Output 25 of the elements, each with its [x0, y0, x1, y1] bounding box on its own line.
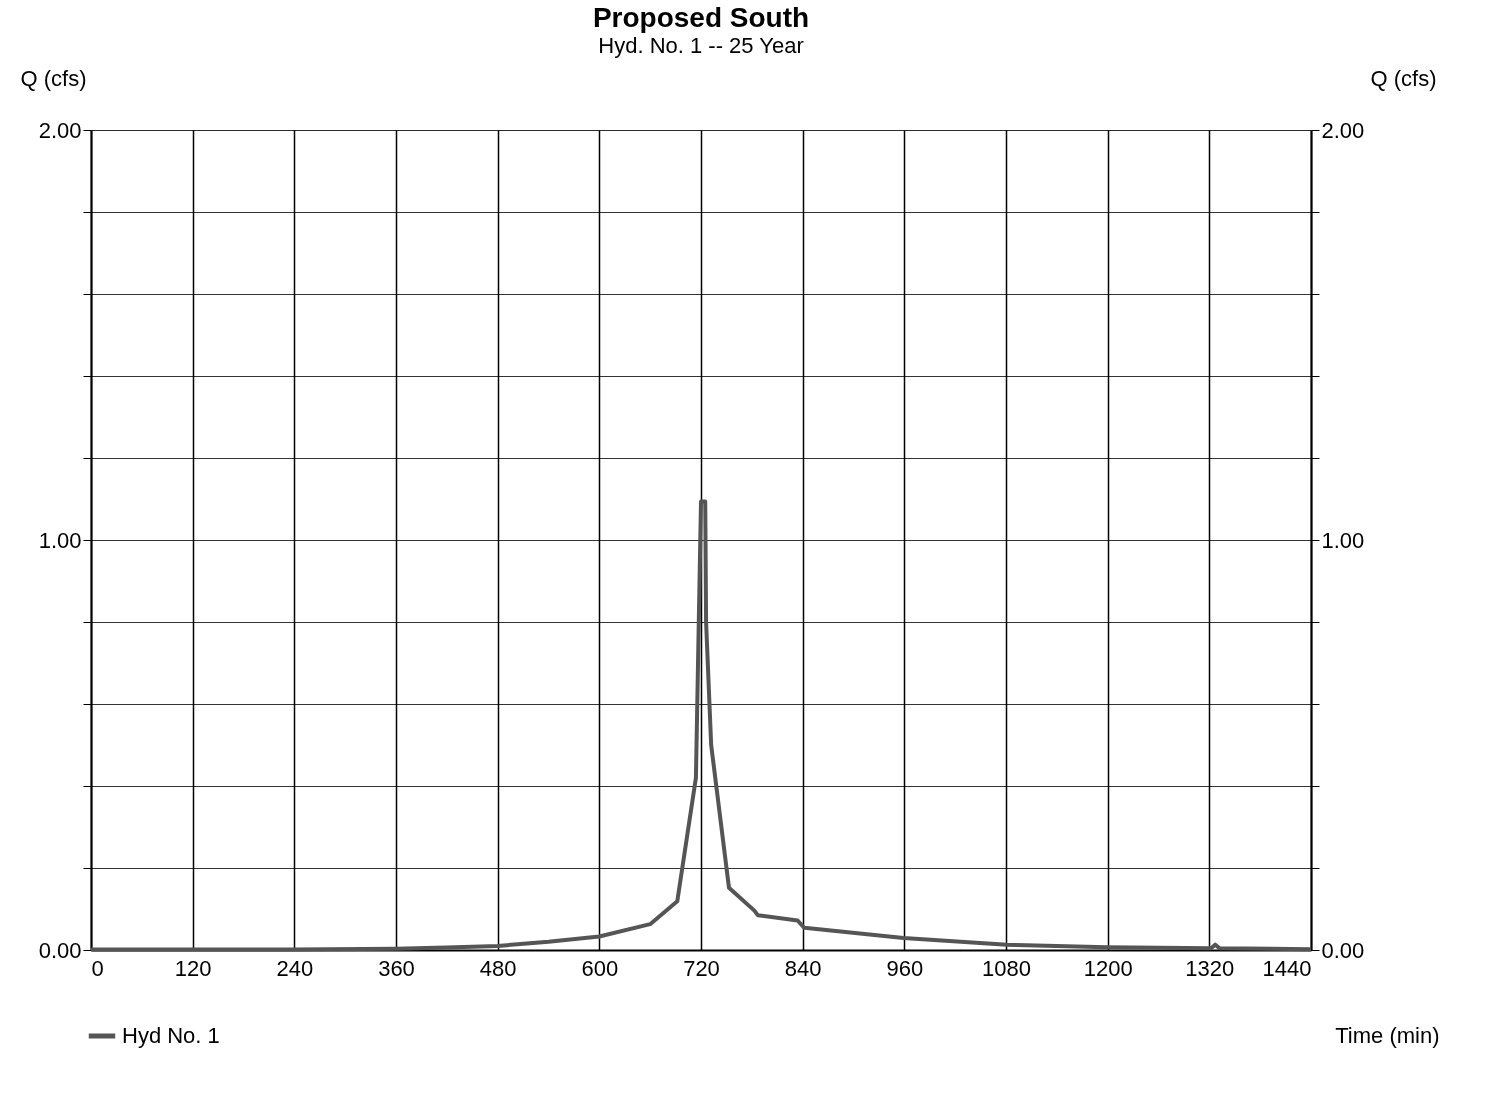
- x-tick-label: 1320: [1185, 955, 1235, 981]
- y2-tick-label: 2.00: [1321, 117, 1365, 143]
- x-tick-label: 1080: [982, 955, 1031, 981]
- x-tick-label: 600: [581, 955, 619, 981]
- x-tick-label: 1440: [1262, 955, 1312, 981]
- x-tick-label: 0: [91, 955, 104, 981]
- x-tick-label: 1200: [1083, 955, 1133, 981]
- chart-title: Proposed South: [592, 2, 810, 33]
- y-axis-title: Q (cfs): [20, 65, 87, 91]
- y-tick-label: 0.00: [38, 937, 82, 963]
- y2-tick-label: 0.00: [1321, 937, 1365, 963]
- y-tick-label: 1.00: [38, 527, 82, 553]
- x-tick-label: 840: [784, 955, 822, 981]
- y2-axis-title: Q (cfs): [1370, 65, 1437, 91]
- x-axis-title: Time (min): [1335, 1022, 1440, 1048]
- chart-subtitle: Hyd. No. 1 -- 25 Year: [598, 33, 804, 58]
- legend-label: Hyd No. 1: [122, 1023, 220, 1048]
- y-tick-label: 2.00: [38, 117, 82, 143]
- x-tick-label: 960: [886, 955, 924, 981]
- x-tick-label: 360: [378, 955, 415, 981]
- x-tick-label: 720: [683, 955, 720, 981]
- x-tick-label: 480: [479, 955, 517, 981]
- x-tick-label: 240: [276, 955, 314, 981]
- x-tick-label: 120: [174, 955, 212, 981]
- y2-tick-label: 1.00: [1321, 527, 1365, 553]
